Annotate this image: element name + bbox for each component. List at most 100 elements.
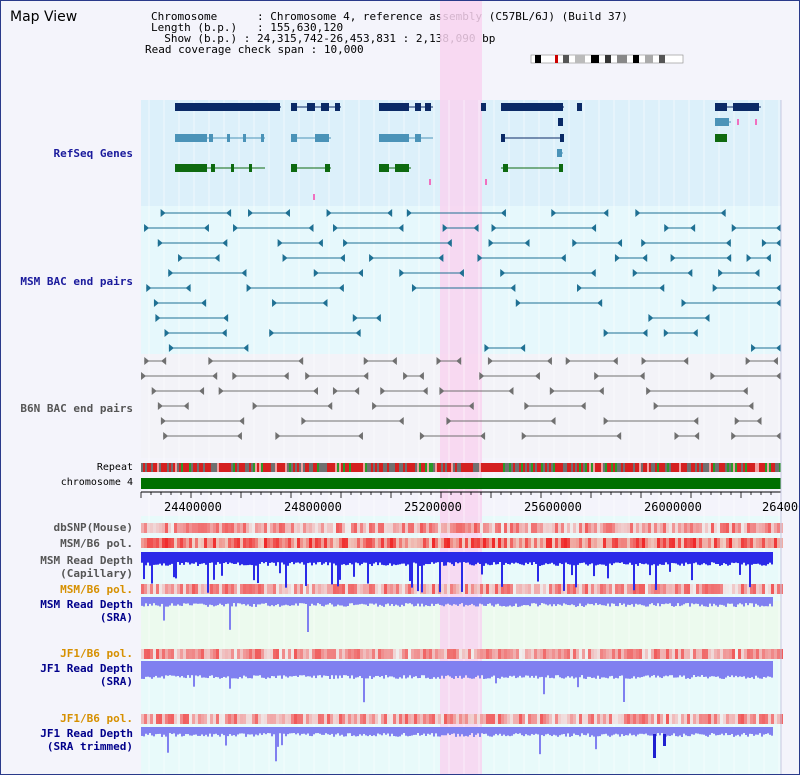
read-depth-bar <box>749 661 751 679</box>
polymorphism-cell <box>576 538 579 548</box>
polymorphism-cell <box>222 714 225 724</box>
polymorphism-cell <box>228 714 231 724</box>
read-depth-bar <box>349 727 351 734</box>
bac-end-marker <box>745 357 751 365</box>
polymorphism-cell <box>336 584 339 594</box>
read-depth-bar <box>207 661 209 679</box>
polymorphism-cell <box>237 584 240 594</box>
read-depth-bar <box>725 597 727 607</box>
read-depth-bar <box>735 552 737 563</box>
polymorphism-cell <box>762 714 765 724</box>
polymorphism-cell <box>345 714 348 724</box>
read-depth-bar <box>673 597 675 607</box>
read-depth-bar <box>179 552 181 565</box>
polymorphism-cell <box>231 649 234 659</box>
polymorphism-cell <box>717 714 720 724</box>
polymorphism-cell <box>627 714 630 724</box>
axis-tick-label: 26000000 <box>644 500 702 514</box>
polymorphism-cell <box>540 649 543 659</box>
repeat-segment <box>359 463 361 472</box>
polymorphism-cell <box>201 714 204 724</box>
polymorphism-cell <box>720 538 723 548</box>
read-depth-bar <box>405 552 407 566</box>
info-length-row: Length (b.p.) : 155,630,120 <box>151 21 344 34</box>
read-depth-bar <box>493 727 495 736</box>
read-depth-bar <box>735 597 737 607</box>
read-depth-bar <box>171 552 173 564</box>
read-depth-bar <box>439 597 441 605</box>
read-depth-bar <box>173 727 175 734</box>
repeat-segment <box>543 463 545 472</box>
polymorphism-cell <box>324 714 327 724</box>
polymorphism-cell <box>459 538 462 548</box>
read-depth-bar <box>437 661 439 678</box>
polymorphism-cell <box>144 584 147 594</box>
read-depth-bar <box>507 727 509 736</box>
read-depth-bar <box>287 727 289 735</box>
read-depth-bar <box>211 597 213 606</box>
read-depth-bar <box>767 727 769 734</box>
read-depth-bar <box>569 552 571 565</box>
read-depth-bar <box>209 727 211 734</box>
read-depth-bar <box>251 597 253 607</box>
polymorphism-cell <box>192 584 195 594</box>
polymorphism-cell <box>678 523 681 533</box>
polymorphism-cell <box>153 714 156 724</box>
read-depth-bar <box>633 597 635 607</box>
polymorphism-cell <box>222 649 225 659</box>
read-depth-bar <box>301 552 303 563</box>
info-coverage-row: Read coverage check span : 10,000 <box>145 43 364 56</box>
read-depth-bar <box>283 552 285 565</box>
read-depth-bar <box>473 727 475 737</box>
read-depth-bar <box>763 552 765 566</box>
polymorphism-cell <box>294 538 297 548</box>
read-depth-bar <box>523 597 525 606</box>
read-depth-bar <box>217 661 219 678</box>
read-depth-bar <box>577 661 579 688</box>
polymorphism-cell <box>453 523 456 533</box>
bac-end-marker <box>748 402 754 410</box>
bac-end-marker <box>144 224 150 232</box>
read-depth-bar <box>503 727 505 735</box>
read-depth-bar <box>681 661 683 677</box>
chromosome-ideogram[interactable] <box>529 53 689 67</box>
repeat-segment <box>477 463 479 472</box>
read-depth-bar <box>685 727 687 736</box>
label-jf1-b6-pol: JF1/B6 pol. <box>60 647 133 660</box>
polymorphism-cell <box>570 714 573 724</box>
read-depth-bar <box>769 597 771 604</box>
read-depth-bar <box>255 552 257 566</box>
polymorphism-cell <box>774 538 777 548</box>
read-depth-bar <box>589 661 591 677</box>
polymorphism-cell <box>732 538 735 548</box>
read-depth-bar <box>237 552 239 563</box>
polymorphism-cell <box>435 714 438 724</box>
read-depth-bar <box>565 552 567 563</box>
bac-end-marker <box>776 432 781 440</box>
repeat-segment <box>777 463 779 472</box>
read-depth-bar <box>729 727 731 736</box>
read-depth-bar <box>283 661 285 676</box>
read-depth-bar <box>299 552 301 564</box>
polymorphism-cell <box>687 714 690 724</box>
polymorphism-cell <box>759 523 762 533</box>
read-depth-bar <box>243 727 245 734</box>
polymorphism-cell <box>177 538 180 548</box>
read-depth-bar <box>721 727 723 734</box>
polymorphism-cell <box>738 584 741 594</box>
read-depth-bar <box>585 661 587 679</box>
polymorphism-cell <box>285 523 288 533</box>
polymorphism-cell <box>492 523 495 533</box>
polymorphism-cell <box>651 714 654 724</box>
read-depth-bar <box>549 661 551 679</box>
repeat-segment <box>625 463 627 472</box>
polymorphism-cell <box>309 649 312 659</box>
polymorphism-cell <box>657 584 660 594</box>
read-depth-bar <box>279 552 281 574</box>
read-depth-bar <box>445 661 447 676</box>
read-depth-bar <box>745 552 747 566</box>
read-depth-bar <box>543 552 545 565</box>
read-depth-bar <box>471 597 473 604</box>
polymorphism-cell <box>711 649 714 659</box>
